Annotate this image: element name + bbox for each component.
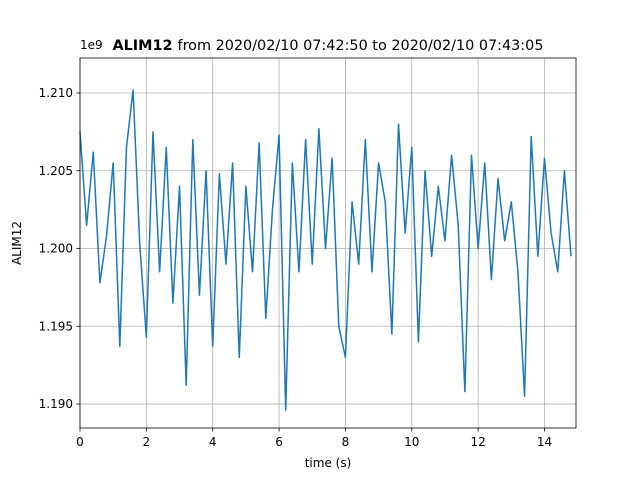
x-tick-label: 2 [143, 435, 151, 449]
x-tick-label: 4 [209, 435, 217, 449]
title-text: from 2020/02/10 07:42:50 to 2020/02/10 0… [178, 38, 544, 54]
y-tick-label: 1.205 [39, 164, 73, 178]
y-axis-label: ALIM12 [10, 221, 24, 265]
y-tick-label: 1.190 [39, 397, 73, 411]
x-tick-label: 0 [76, 435, 84, 449]
x-tick-label: 6 [275, 435, 283, 449]
plot-frame [79, 57, 577, 429]
x-tick-label: 8 [342, 435, 350, 449]
y-offset-label: 1e9 [80, 38, 103, 52]
y-tick-label: 1.210 [39, 86, 73, 100]
x-tick-label: 10 [404, 435, 419, 449]
x-tick-label: 12 [470, 435, 485, 449]
y-tick-label: 1.195 [39, 319, 73, 333]
y-tick-label: 1.200 [39, 242, 73, 256]
x-tick-label: 14 [537, 435, 552, 449]
x-axis-label: time (s) [305, 456, 352, 470]
title-name: ALIM12 [113, 38, 173, 54]
chart-title: ALIM12 from 2020/02/10 07:42:50 to 2020/0… [113, 38, 544, 54]
data-line [79, 89, 572, 412]
